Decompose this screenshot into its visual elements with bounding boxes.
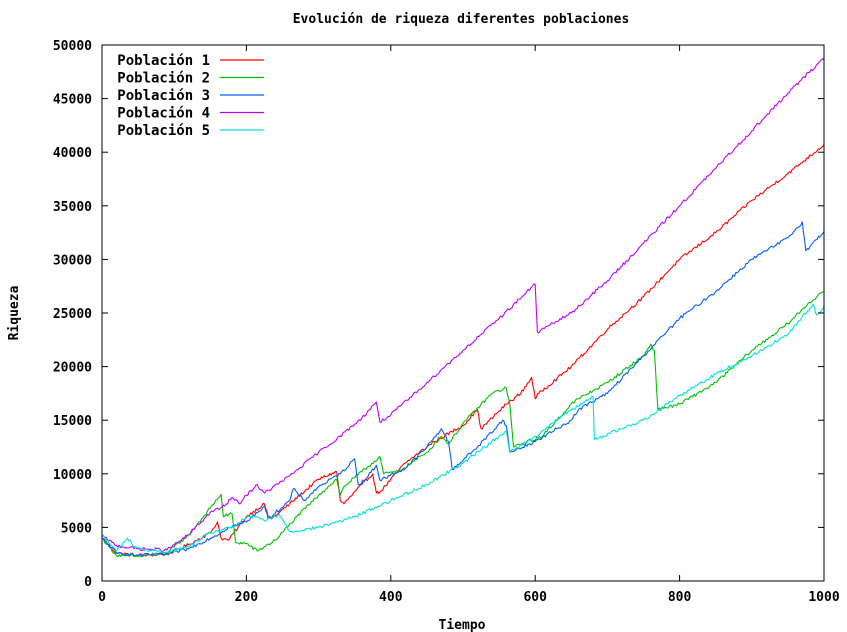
y-tick-label: 40000: [53, 146, 92, 161]
series-line-poblacion-4: [101, 57, 825, 552]
series-line-poblacion-3: [101, 221, 825, 557]
plot-area: [102, 45, 824, 581]
x-tick-label: 200: [235, 590, 259, 605]
plot-frame: [101, 44, 825, 582]
y-tick-label: 5000: [61, 521, 92, 536]
legend-label: Población 5: [117, 123, 210, 139]
legend-label: Población 4: [117, 106, 210, 122]
x-tick-label: 400: [379, 590, 403, 605]
series-layer: [101, 57, 825, 558]
y-tick-label: 45000: [53, 93, 92, 108]
y-axis-label: Riqueza: [7, 285, 22, 340]
x-tick-label: 0: [98, 590, 106, 605]
series-line-poblacion-2: [101, 291, 825, 558]
y-tick-label: 15000: [53, 414, 92, 429]
y-tick-label: 30000: [53, 253, 92, 268]
y-tick-label: 20000: [53, 361, 92, 376]
x-tick-label: 1000: [808, 590, 839, 605]
y-tick-label: 50000: [53, 39, 92, 54]
y-tick-label: 0: [84, 575, 92, 590]
series-line-poblacion-5: [101, 303, 825, 554]
x-tick-label: 800: [668, 590, 692, 605]
y-tick-label: 35000: [53, 200, 92, 215]
x-axis-label: Tiempo: [439, 618, 486, 632]
axis-ticks: 0 200 400 600 800 100005000100001500020000250…: [53, 39, 840, 605]
y-tick-label: 25000: [53, 307, 92, 322]
y-tick-label: 10000: [53, 468, 92, 483]
chart-title: Evolución de riqueza diferentes poblacio…: [293, 12, 630, 27]
legend-label: Población 3: [117, 88, 210, 104]
legend-label: Población 2: [117, 71, 210, 87]
legend-label: Población 1: [117, 53, 210, 69]
x-tick-label: 600: [523, 590, 547, 605]
